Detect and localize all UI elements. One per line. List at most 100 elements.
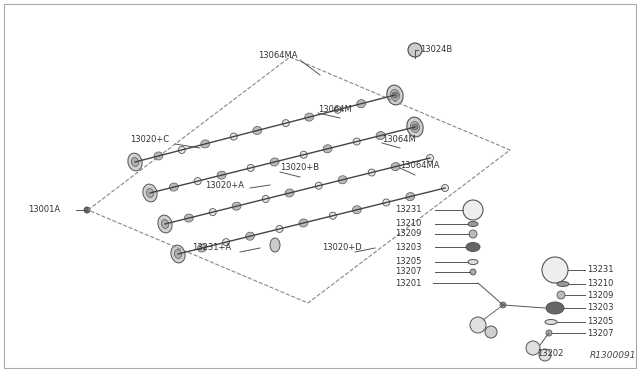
- Circle shape: [247, 164, 254, 171]
- Text: 13064MA: 13064MA: [400, 160, 440, 170]
- Circle shape: [442, 185, 449, 192]
- Circle shape: [412, 124, 418, 130]
- Ellipse shape: [246, 232, 255, 240]
- Text: 13203: 13203: [395, 243, 422, 251]
- Circle shape: [469, 230, 477, 238]
- Circle shape: [330, 212, 337, 219]
- Text: 13064MA: 13064MA: [258, 51, 298, 60]
- Circle shape: [230, 133, 237, 140]
- Ellipse shape: [338, 176, 347, 184]
- Circle shape: [282, 120, 289, 126]
- Ellipse shape: [545, 320, 557, 324]
- Text: 13205: 13205: [395, 257, 421, 266]
- Circle shape: [539, 349, 551, 361]
- Ellipse shape: [390, 90, 399, 100]
- Circle shape: [175, 250, 182, 257]
- Circle shape: [179, 147, 186, 153]
- Text: 13202: 13202: [537, 349, 563, 357]
- Ellipse shape: [557, 282, 569, 286]
- Ellipse shape: [270, 158, 279, 166]
- Ellipse shape: [147, 189, 154, 198]
- Circle shape: [194, 177, 201, 185]
- Circle shape: [209, 209, 216, 216]
- Circle shape: [147, 189, 154, 196]
- Ellipse shape: [131, 158, 139, 166]
- Ellipse shape: [323, 145, 332, 153]
- Circle shape: [223, 238, 230, 246]
- Ellipse shape: [406, 193, 415, 201]
- Ellipse shape: [270, 238, 280, 252]
- Text: 13001A: 13001A: [28, 205, 60, 215]
- Circle shape: [408, 43, 422, 57]
- Text: 13231: 13231: [395, 205, 422, 215]
- Circle shape: [526, 341, 540, 355]
- Text: 13231+A: 13231+A: [192, 244, 231, 253]
- Text: 13209: 13209: [587, 291, 613, 299]
- Text: 13020+A: 13020+A: [205, 180, 244, 189]
- Ellipse shape: [353, 206, 362, 214]
- Circle shape: [315, 182, 322, 189]
- Ellipse shape: [391, 163, 400, 171]
- Circle shape: [557, 291, 565, 299]
- Text: 13064M: 13064M: [318, 106, 352, 115]
- Ellipse shape: [161, 219, 168, 228]
- Circle shape: [392, 92, 399, 99]
- Circle shape: [500, 302, 506, 308]
- Circle shape: [353, 138, 360, 145]
- Circle shape: [161, 221, 168, 228]
- Text: 13207: 13207: [395, 267, 422, 276]
- Ellipse shape: [546, 302, 564, 314]
- Ellipse shape: [407, 117, 423, 137]
- Ellipse shape: [154, 152, 163, 160]
- Ellipse shape: [171, 245, 185, 263]
- Ellipse shape: [466, 243, 480, 251]
- Circle shape: [383, 199, 390, 206]
- Ellipse shape: [128, 153, 142, 171]
- Ellipse shape: [468, 260, 478, 264]
- Circle shape: [276, 225, 283, 232]
- Text: 13209: 13209: [395, 230, 421, 238]
- Ellipse shape: [170, 183, 179, 191]
- Ellipse shape: [376, 132, 385, 140]
- Text: 13064M: 13064M: [382, 135, 416, 144]
- Text: 13020+C: 13020+C: [130, 135, 169, 144]
- Ellipse shape: [198, 244, 207, 252]
- Text: 13024B: 13024B: [420, 45, 452, 55]
- Text: R1300091: R1300091: [590, 350, 637, 359]
- Ellipse shape: [232, 202, 241, 210]
- Text: 13020+B: 13020+B: [280, 164, 319, 173]
- Ellipse shape: [253, 126, 262, 135]
- Circle shape: [426, 154, 433, 161]
- Ellipse shape: [468, 221, 478, 227]
- Text: 13210: 13210: [395, 219, 421, 228]
- Ellipse shape: [143, 184, 157, 202]
- Ellipse shape: [158, 215, 172, 233]
- Ellipse shape: [201, 140, 210, 148]
- Text: 13231: 13231: [587, 266, 614, 275]
- Ellipse shape: [410, 122, 420, 132]
- Circle shape: [300, 151, 307, 158]
- Ellipse shape: [299, 219, 308, 227]
- Circle shape: [131, 158, 138, 166]
- Circle shape: [412, 124, 419, 131]
- Text: 13207: 13207: [587, 328, 614, 337]
- Circle shape: [334, 106, 341, 113]
- Ellipse shape: [305, 113, 314, 121]
- Circle shape: [463, 200, 483, 220]
- Ellipse shape: [356, 100, 365, 108]
- Circle shape: [542, 257, 568, 283]
- Ellipse shape: [217, 171, 226, 179]
- Circle shape: [368, 169, 375, 176]
- Circle shape: [546, 330, 552, 336]
- Circle shape: [470, 269, 476, 275]
- Text: 13201: 13201: [395, 279, 421, 288]
- Ellipse shape: [184, 214, 193, 222]
- Ellipse shape: [387, 85, 403, 105]
- Text: 13020+D: 13020+D: [322, 244, 362, 253]
- Ellipse shape: [175, 250, 182, 259]
- Text: 13210: 13210: [587, 279, 613, 289]
- Circle shape: [84, 207, 90, 213]
- Text: 13205: 13205: [587, 317, 613, 327]
- Text: 13203: 13203: [587, 304, 614, 312]
- Circle shape: [470, 317, 486, 333]
